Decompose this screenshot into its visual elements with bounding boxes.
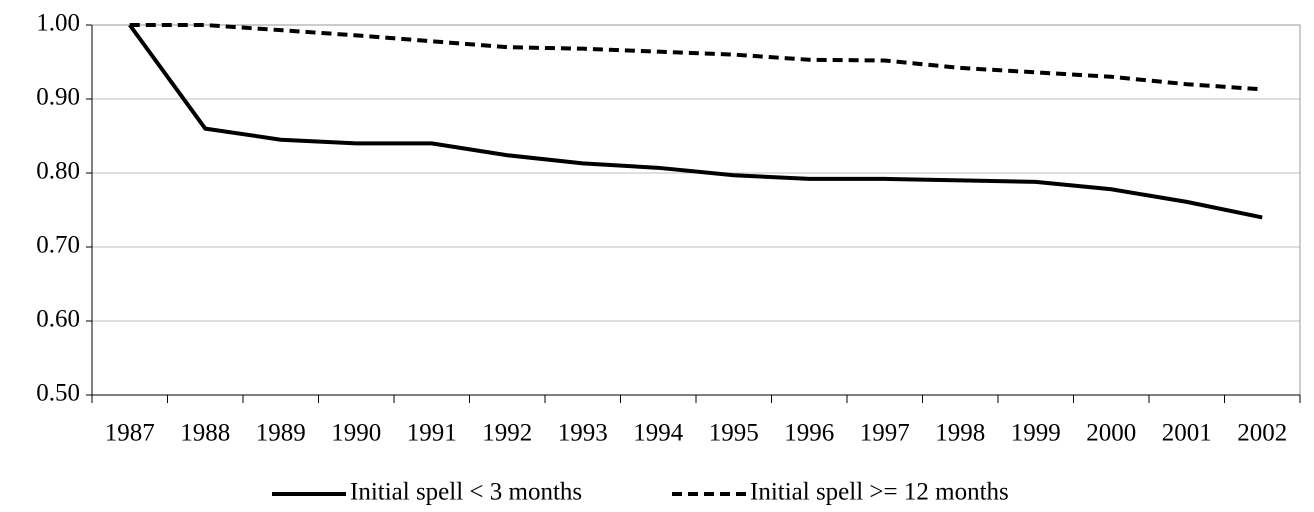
series-line	[129, 23, 1263, 92]
x-tick-label: 1995	[709, 420, 759, 447]
x-tick-label: 1997	[860, 420, 910, 447]
x-tick-label: 1998	[935, 420, 985, 447]
series-line	[128, 23, 1263, 220]
x-tick-label: 1993	[558, 420, 608, 447]
x-tick-label: 1988	[180, 420, 230, 447]
x-tick-label: 1992	[482, 420, 532, 447]
x-tick-label: 1987	[105, 420, 155, 447]
x-tick-label: 1996	[784, 420, 834, 447]
y-tick-label: 0.50	[36, 380, 80, 407]
y-tick-label: 0.60	[36, 306, 80, 333]
y-tick-label: 0.90	[36, 84, 80, 111]
y-tick-label: 1.00	[36, 10, 80, 37]
x-tick-label: 1999	[1011, 420, 1061, 447]
x-tick-label: 2002	[1237, 420, 1287, 447]
y-tick-label: 0.70	[36, 232, 80, 259]
y-tick-label: 0.80	[36, 158, 80, 185]
legend-label: Initial spell < 3 months	[350, 479, 582, 506]
x-tick-label: 1994	[633, 420, 684, 447]
plot-border	[91, 24, 1301, 396]
x-tick-label: 1991	[407, 420, 457, 447]
x-tick-label: 1989	[256, 420, 306, 447]
legend-label: Initial spell >= 12 months	[750, 479, 1009, 506]
x-tick-label: 2000	[1086, 420, 1136, 447]
x-tick-label: 2001	[1162, 420, 1212, 447]
x-tick-label: 1990	[331, 420, 381, 447]
